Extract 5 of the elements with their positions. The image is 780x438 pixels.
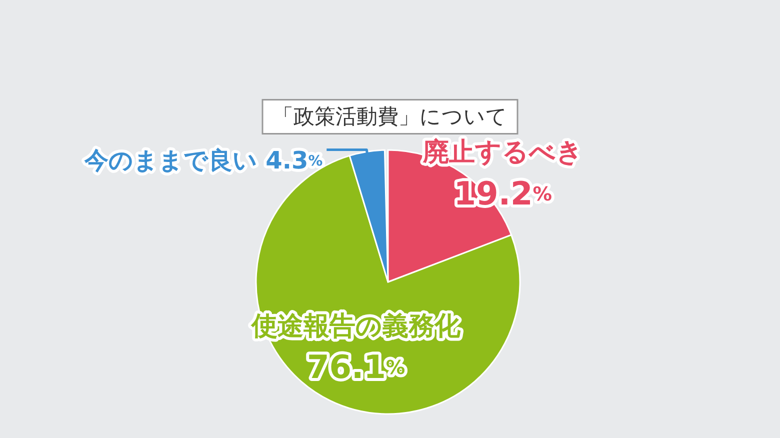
- slice-label: 今のままで良い 4.3%: [83, 146, 323, 174]
- data-label: 76.1%: [306, 348, 406, 386]
- slice-label: 使途報告の義務化: [250, 311, 462, 342]
- slice-label: 廃止するべき: [422, 137, 583, 168]
- chart-title: 「政策活動費」について: [272, 104, 508, 129]
